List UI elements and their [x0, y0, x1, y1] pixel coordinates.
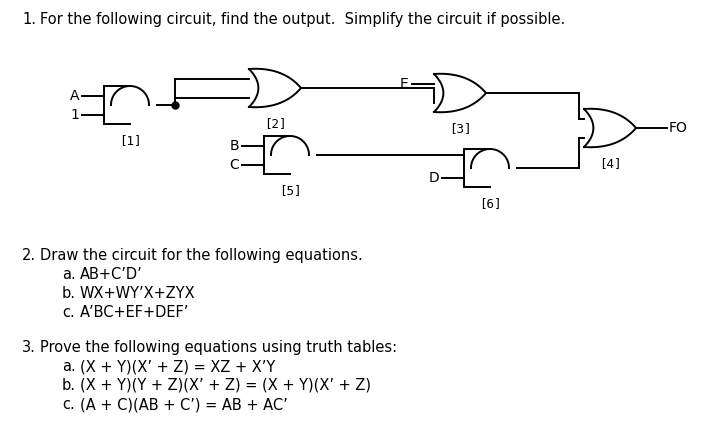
Text: WX+WY’X+ZYX: WX+WY’X+ZYX	[80, 286, 196, 301]
Text: [2]: [2]	[264, 117, 286, 130]
Text: Draw the circuit for the following equations.: Draw the circuit for the following equat…	[40, 248, 363, 263]
Text: b.: b.	[62, 378, 76, 393]
Text: C: C	[229, 158, 239, 171]
Text: For the following circuit, find the output.  Simplify the circuit if possible.: For the following circuit, find the outp…	[40, 12, 565, 27]
Text: [1]: [1]	[119, 134, 141, 147]
Text: c.: c.	[62, 305, 75, 320]
Text: [3]: [3]	[449, 122, 471, 135]
Text: B: B	[229, 139, 239, 152]
Text: (X + Y)(X’ + Z) = XZ + X’Y: (X + Y)(X’ + Z) = XZ + X’Y	[80, 359, 275, 374]
Text: c.: c.	[62, 397, 75, 412]
Text: 2.: 2.	[22, 248, 36, 263]
Text: a.: a.	[62, 267, 76, 282]
Text: E: E	[399, 77, 408, 90]
Text: A: A	[70, 89, 79, 102]
Text: D: D	[428, 171, 439, 184]
Text: [6]: [6]	[479, 197, 501, 210]
Text: A’BC+EF+DEF’: A’BC+EF+DEF’	[80, 305, 189, 320]
Text: 1.: 1.	[22, 12, 36, 27]
Text: (X + Y)(Y + Z)(X’ + Z) = (X + Y)(X’ + Z): (X + Y)(Y + Z)(X’ + Z) = (X + Y)(X’ + Z)	[80, 378, 371, 393]
Text: 3.: 3.	[22, 340, 36, 355]
Text: Prove the following equations using truth tables:: Prove the following equations using trut…	[40, 340, 397, 355]
Text: FO: FO	[669, 121, 688, 135]
Text: (A + C)(AB + C’) = AB + AC’: (A + C)(AB + C’) = AB + AC’	[80, 397, 288, 412]
Text: [5]: [5]	[279, 184, 301, 197]
Text: AB+C’D’: AB+C’D’	[80, 267, 143, 282]
Text: 1: 1	[70, 108, 79, 121]
Text: b.: b.	[62, 286, 76, 301]
Text: [4]: [4]	[599, 157, 621, 170]
Text: a.: a.	[62, 359, 76, 374]
